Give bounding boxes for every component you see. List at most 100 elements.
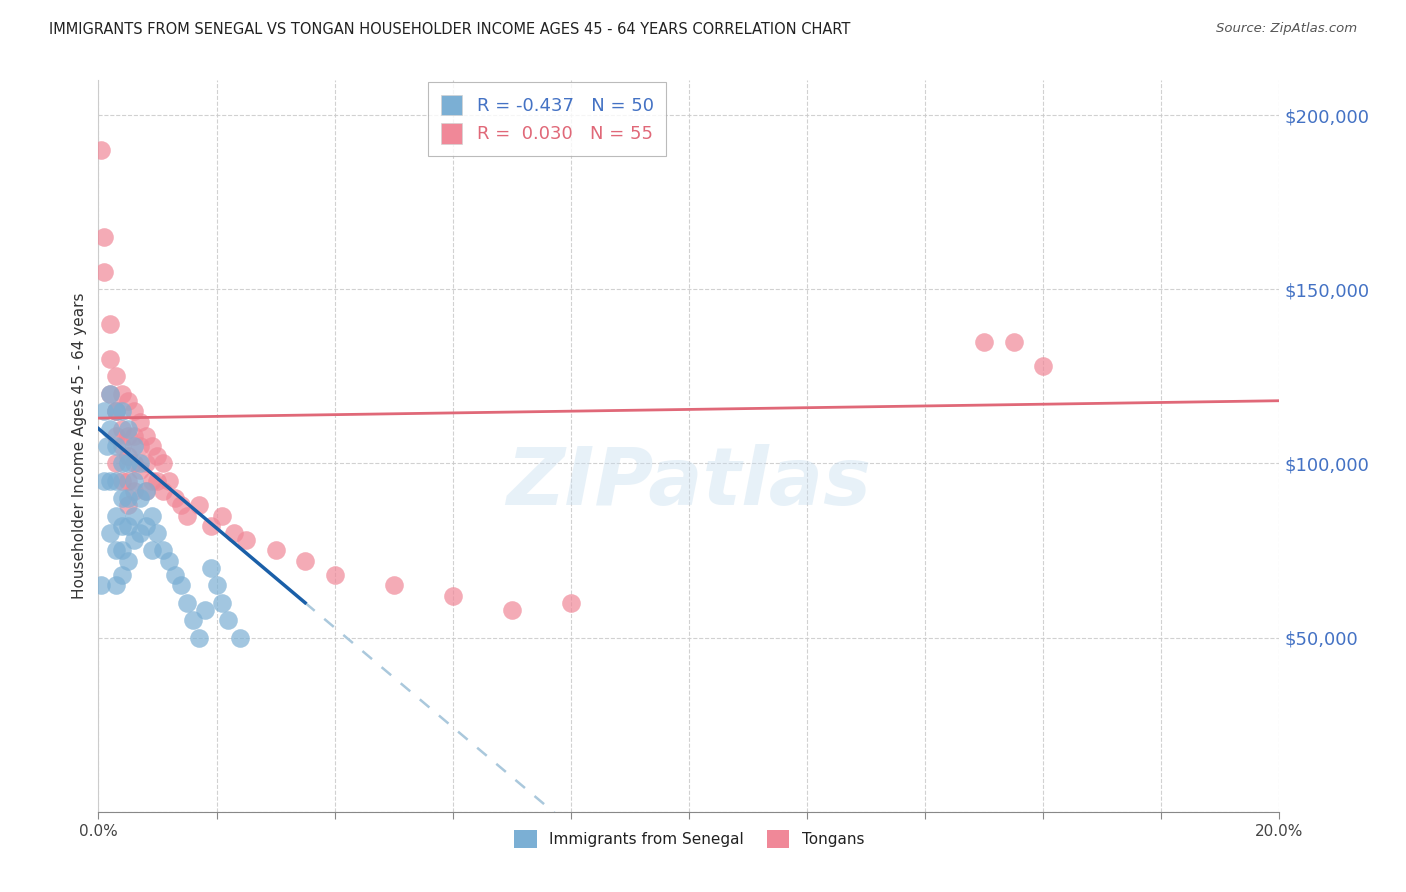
Point [128, 463, 150, 477]
Point [135, 457, 157, 471]
Point [122, 484, 145, 499]
Point [111, 519, 134, 533]
Point [165, 567, 187, 582]
Point [117, 421, 139, 435]
Point [294, 554, 316, 568]
Point [117, 474, 139, 488]
Point [224, 526, 246, 541]
Point [187, 631, 209, 645]
Point [105, 369, 128, 384]
Point [105, 404, 128, 418]
Point [176, 508, 198, 523]
Point [146, 450, 169, 464]
Point [200, 519, 222, 533]
Point [323, 567, 346, 582]
Point [146, 526, 169, 541]
Point [157, 554, 180, 568]
Point [135, 484, 157, 499]
Point [170, 578, 193, 592]
Point [235, 533, 257, 547]
Point [200, 561, 222, 575]
Point [128, 457, 150, 471]
Point [105, 543, 128, 558]
Point [152, 543, 174, 558]
Point [122, 439, 145, 453]
Point [105, 457, 128, 471]
Point [122, 404, 145, 418]
Text: IMMIGRANTS FROM SENEGAL VS TONGAN HOUSEHOLDER INCOME AGES 45 - 64 YEARS CORRELAT: IMMIGRANTS FROM SENEGAL VS TONGAN HOUSEH… [49, 22, 851, 37]
Point [135, 484, 157, 499]
Point [117, 554, 139, 568]
Point [194, 603, 217, 617]
Point [90, 578, 112, 592]
Point [98, 526, 121, 541]
Point [117, 393, 139, 408]
Point [93, 474, 115, 488]
Point [98, 351, 121, 366]
Point [128, 491, 150, 506]
Point [122, 474, 145, 488]
Point [973, 334, 995, 349]
Point [93, 404, 115, 418]
Legend: Immigrants from Senegal, Tongans: Immigrants from Senegal, Tongans [506, 822, 872, 855]
Point [152, 457, 174, 471]
Point [117, 450, 139, 464]
Point [105, 474, 128, 488]
Point [128, 526, 150, 541]
Point [96, 439, 118, 453]
Point [117, 457, 139, 471]
Point [93, 265, 115, 279]
Point [157, 474, 180, 488]
Point [141, 508, 163, 523]
Point [211, 596, 233, 610]
Point [141, 543, 163, 558]
Point [111, 543, 134, 558]
Point [165, 491, 187, 506]
Point [111, 386, 134, 401]
Point [122, 508, 145, 523]
Point [111, 439, 134, 453]
Point [111, 457, 134, 471]
Point [105, 428, 128, 442]
Point [141, 439, 163, 453]
Text: ZIPatlas: ZIPatlas [506, 443, 872, 522]
Point [98, 474, 121, 488]
Point [98, 421, 121, 435]
Point [187, 498, 209, 512]
Point [152, 484, 174, 499]
Point [1032, 359, 1054, 373]
Text: Source: ZipAtlas.com: Source: ZipAtlas.com [1216, 22, 1357, 36]
Point [117, 519, 139, 533]
Point [98, 317, 121, 331]
Point [128, 439, 150, 453]
Point [205, 578, 228, 592]
Point [560, 596, 582, 610]
Point [122, 533, 145, 547]
Point [98, 386, 121, 401]
Point [382, 578, 405, 592]
Point [122, 428, 145, 442]
Y-axis label: Householder Income Ages 45 - 64 years: Householder Income Ages 45 - 64 years [72, 293, 87, 599]
Point [117, 428, 139, 442]
Point [105, 578, 128, 592]
Point [111, 491, 134, 506]
Point [501, 603, 523, 617]
Point [441, 589, 464, 603]
Point [111, 567, 134, 582]
Point [170, 498, 193, 512]
Point [211, 508, 233, 523]
Point [181, 613, 204, 627]
Point [117, 491, 139, 506]
Point [135, 519, 157, 533]
Point [90, 143, 112, 157]
Point [105, 404, 128, 418]
Point [93, 230, 115, 244]
Point [105, 439, 128, 453]
Point [135, 428, 157, 442]
Point [141, 474, 163, 488]
Point [111, 421, 134, 435]
Point [117, 498, 139, 512]
Point [105, 508, 128, 523]
Point [146, 474, 169, 488]
Point [111, 474, 134, 488]
